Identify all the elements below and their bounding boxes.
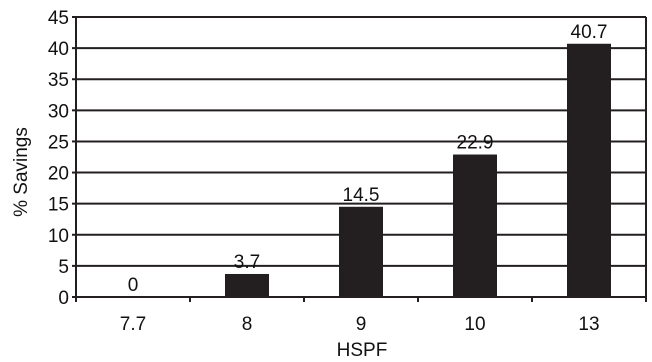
y-tick-label: 35 [48, 70, 69, 91]
y-axis-title: % Savings [11, 127, 32, 217]
y-tick-label: 25 [48, 132, 69, 153]
y-tick-labels: 0 5 10 15 20 25 30 35 40 45 [48, 8, 69, 309]
bar [453, 154, 497, 297]
x-tick-label: 13 [578, 314, 599, 335]
bar [339, 206, 383, 297]
data-label: 14.5 [343, 185, 380, 206]
y-tick-label: 0 [58, 288, 69, 309]
x-tick-label: 9 [356, 314, 367, 335]
bars [225, 43, 611, 297]
x-axis-title: HSPF [337, 340, 388, 361]
data-label: 22.9 [457, 133, 494, 154]
bar [567, 43, 611, 297]
y-tick-label: 40 [48, 39, 69, 60]
y-tick-label: 30 [48, 101, 69, 122]
y-tick-label: 10 [48, 226, 69, 247]
x-tick-label: 10 [464, 314, 485, 335]
y-tick-label: 15 [48, 195, 69, 216]
axes [72, 16, 647, 302]
data-label: 40.7 [571, 22, 608, 43]
y-tick-label: 45 [48, 8, 69, 29]
bar [225, 273, 269, 297]
data-labels: 0 3.7 14.5 22.9 40.7 [128, 22, 608, 296]
y-tick-label: 20 [48, 164, 69, 185]
y-tick-label: 5 [58, 257, 69, 278]
x-tick-labels: 7.7 8 9 10 13 [120, 314, 600, 335]
data-label: 0 [128, 275, 139, 296]
x-tick-label: 7.7 [120, 314, 146, 335]
data-label: 3.7 [234, 252, 260, 273]
x-tick-label: 8 [242, 314, 253, 335]
